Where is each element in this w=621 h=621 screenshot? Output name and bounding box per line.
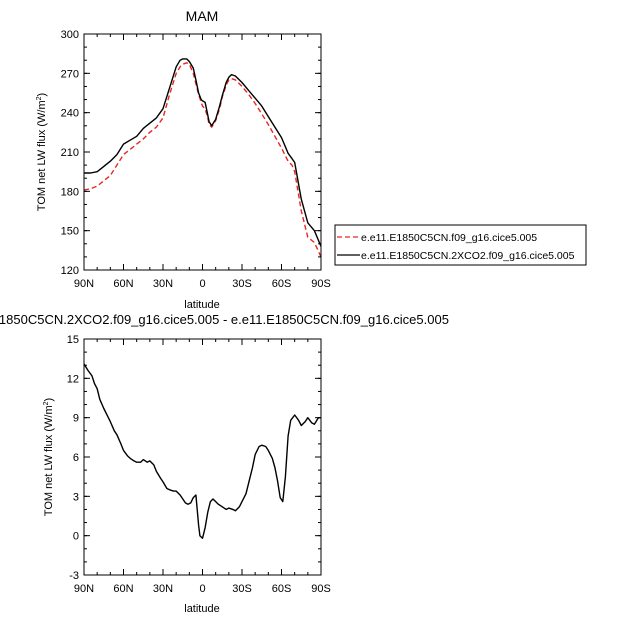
top-x-tick-label: 90S [311,278,331,290]
bottom-x-tick-label: 60N [113,583,133,595]
bottom-y-tick-label: 3 [73,491,79,503]
top-x-tick-label: 30S [232,278,252,290]
top-series-line-1 [84,58,322,247]
top-x-tick-label: 90N [74,278,94,290]
bottom-ylabel-main: TOM net LW flux (W/m [43,405,55,516]
top-y-tick-label: 150 [61,226,79,238]
bottom-panel-title: e.e11.E1850C5CN.2XCO2.f09_g16.cice5.005 … [0,312,449,327]
legend: e.e11.E1850C5CN.f09_g16.cice5.005 e.e11.… [334,224,587,266]
bottom-panel-xlabel: latitude [184,603,219,615]
bottom-series-line-0 [83,363,321,539]
top-panel-title: MAM [186,8,219,24]
bottom-panel: e.e11.E1850C5CN.2XCO2.f09_g16.cice5.005 … [0,312,449,615]
top-plot-area: 90N 60N 30N 0 30S 60S 90S 120 150 180 210 240 270 300 [61,29,331,290]
bottom-y-tick-label: 9 [73,413,79,425]
top-frame [83,33,322,271]
bottom-panel-ylabel: TOM net LW flux (W/m2) [43,398,55,516]
top-y-tick-label: 120 [61,265,79,277]
top-x-tick-label: 60S [272,278,292,290]
top-x-tick-label: 30N [153,278,173,290]
top-panel-xlabel: latitude [184,299,219,311]
bottom-x-tick-label: 0 [199,583,205,595]
top-x-tick-label: 60N [113,278,133,290]
top-panel: MAM 90N 60N 30N 0 30S 60S 90S 120 150 180 210 240 27… [36,8,331,311]
legend-label-2xco2: e.e11.E1850C5CN.2XCO2.f09_g16.cice5.005 [361,250,575,262]
bottom-y-tick-label: 15 [67,334,79,346]
top-series-line-0 [83,62,322,258]
top-panel-ylabel: TOM net LW flux (W/m2) [36,93,48,211]
bottom-x-tick-label: 60S [272,583,292,595]
bottom-x-tick-label: 30N [153,583,173,595]
legend-label-control: e.e11.E1850C5CN.f09_g16.cice5.005 [361,232,537,244]
bottom-x-tick-label: 30S [232,583,252,595]
bottom-y-tick-label: 6 [73,452,79,464]
bottom-x-tick-label: 90S [311,583,331,595]
bottom-y-tick-label: -3 [69,570,79,582]
top-y-tick-label: 300 [61,29,79,41]
top-y-tick-label: 210 [61,147,79,159]
bottom-ylabel-sup: 2 [43,401,50,405]
bottom-frame [83,338,322,576]
bottom-y-tick-label: 0 [73,531,79,543]
bottom-ylabel-close: ) [43,398,55,402]
bottom-y-tick-label: 12 [67,373,79,385]
bottom-plot-area: 90N 60N 30N 0 30S 60S 90S -3 0 3 6 9 12 15 [67,334,331,595]
top-y-tick-label: 240 [61,108,79,120]
top-ylabel-main: TOM net LW flux (W/m [36,100,48,211]
top-ylabel-sup: 2 [36,96,43,100]
bottom-x-tick-label: 90N [74,583,94,595]
top-y-tick-label: 270 [61,68,79,80]
top-x-tick-label: 0 [199,278,205,290]
top-y-tick-label: 180 [61,186,79,198]
top-ylabel-close: ) [36,93,48,97]
legend-box [334,224,587,266]
